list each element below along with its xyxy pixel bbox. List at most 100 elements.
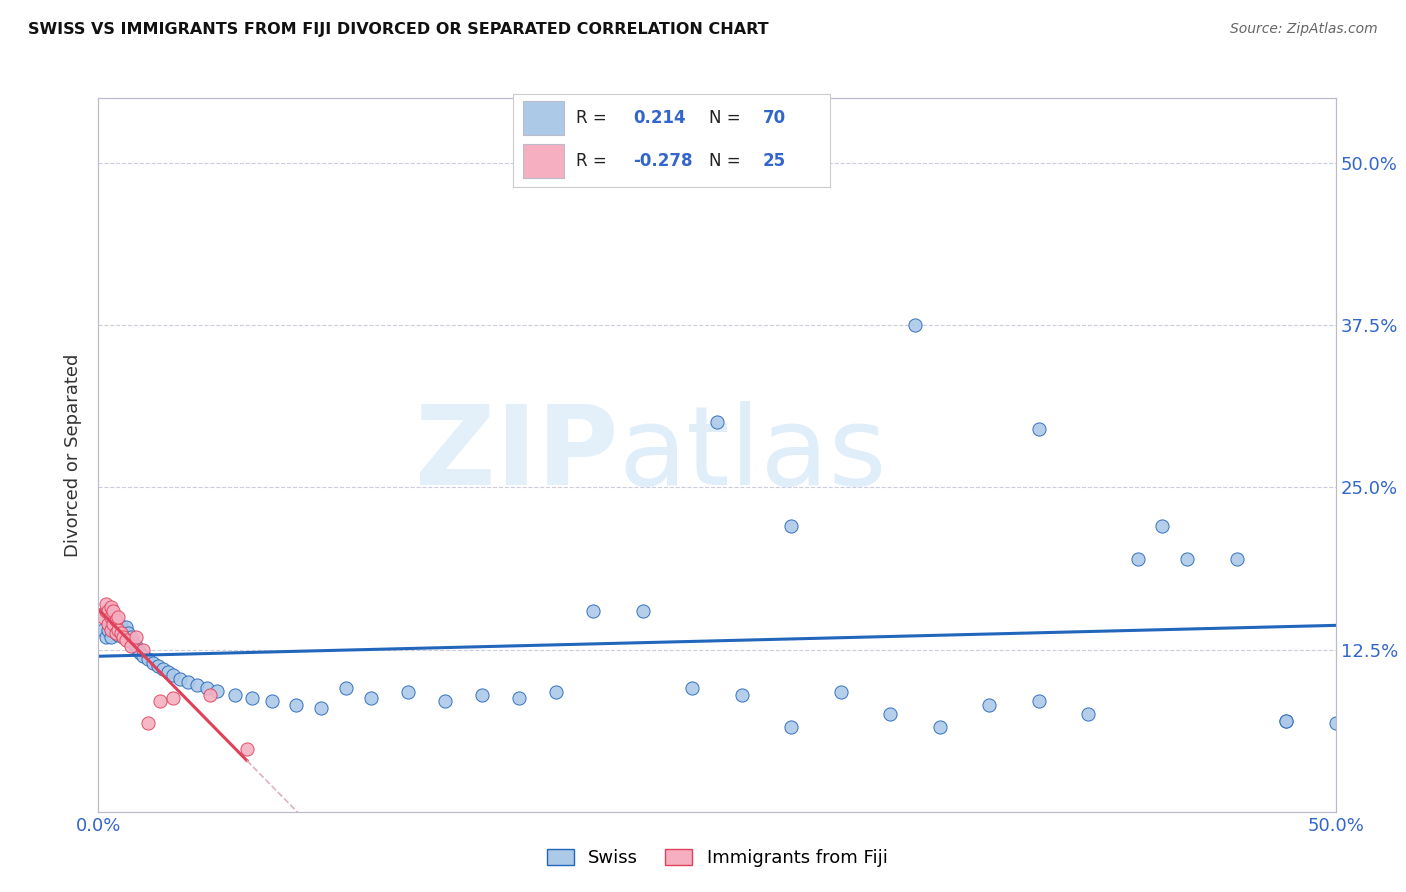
Point	[97, 604, 120, 618]
Point	[97, 616, 120, 631]
Point	[152, 662, 174, 676]
Point	[309, 701, 332, 715]
Point	[156, 665, 179, 679]
Point	[240, 690, 263, 705]
Point	[107, 610, 129, 624]
Point	[1226, 551, 1249, 566]
Point	[205, 684, 228, 698]
Point	[114, 620, 136, 634]
Point	[94, 604, 117, 618]
Point	[124, 630, 146, 644]
Point	[104, 625, 127, 640]
Text: atlas: atlas	[619, 401, 887, 508]
Point	[142, 656, 165, 670]
Point	[97, 623, 120, 637]
Text: 25: 25	[763, 153, 786, 170]
Point	[124, 639, 146, 653]
Text: N =: N =	[710, 153, 747, 170]
Point	[127, 642, 149, 657]
Point	[631, 604, 654, 618]
Point	[780, 519, 803, 533]
Point	[110, 625, 132, 640]
Point	[146, 659, 169, 673]
Point	[120, 630, 142, 644]
Point	[100, 623, 122, 637]
Point	[104, 625, 127, 640]
Point	[107, 623, 129, 637]
Point	[117, 625, 139, 640]
Point	[112, 630, 135, 644]
Point	[1275, 714, 1298, 728]
Point	[136, 651, 159, 665]
Point	[546, 685, 568, 699]
Point	[681, 681, 703, 696]
Point	[136, 716, 159, 731]
Point	[904, 318, 927, 333]
Point	[433, 694, 456, 708]
Point	[100, 616, 122, 631]
Point	[731, 688, 754, 702]
Point	[103, 616, 125, 631]
Point	[107, 628, 129, 642]
Point	[186, 677, 208, 691]
Point	[103, 616, 125, 631]
Point	[780, 720, 803, 734]
Point	[110, 619, 132, 633]
Point	[236, 742, 259, 756]
Point	[93, 610, 115, 624]
Point	[879, 707, 901, 722]
Point	[94, 630, 117, 644]
Point	[110, 625, 132, 640]
Point	[706, 416, 728, 430]
Point	[120, 639, 142, 653]
Point	[335, 681, 357, 696]
Text: 0.214: 0.214	[633, 109, 686, 127]
Point	[360, 690, 382, 705]
Point	[132, 642, 155, 657]
Point	[107, 623, 129, 637]
Text: Source: ZipAtlas.com: Source: ZipAtlas.com	[1230, 22, 1378, 37]
Point	[582, 604, 605, 618]
Point	[471, 688, 494, 702]
Point	[508, 690, 530, 705]
Point	[132, 648, 155, 663]
Text: SWISS VS IMMIGRANTS FROM FIJI DIVORCED OR SEPARATED CORRELATION CHART: SWISS VS IMMIGRANTS FROM FIJI DIVORCED O…	[28, 22, 769, 37]
Point	[100, 630, 122, 644]
Point	[1028, 422, 1050, 436]
Text: R =: R =	[576, 109, 613, 127]
Point	[112, 623, 135, 637]
Point	[149, 694, 172, 708]
Point	[830, 685, 852, 699]
Point	[1126, 551, 1149, 566]
Point	[198, 688, 221, 702]
Point	[285, 698, 308, 713]
Legend: Swiss, Immigrants from Fiji: Swiss, Immigrants from Fiji	[540, 841, 894, 874]
Point	[93, 623, 115, 637]
Text: R =: R =	[576, 153, 613, 170]
Point	[114, 627, 136, 641]
FancyBboxPatch shape	[523, 101, 564, 135]
Point	[100, 610, 122, 624]
Point	[103, 604, 125, 618]
Text: 70: 70	[763, 109, 786, 127]
Point	[224, 688, 246, 702]
Text: N =: N =	[710, 109, 747, 127]
Point	[112, 630, 135, 644]
Point	[94, 597, 117, 611]
Point	[104, 613, 127, 627]
Point	[117, 633, 139, 648]
Point	[979, 698, 1001, 713]
Point	[103, 623, 125, 637]
Point	[1028, 694, 1050, 708]
Point	[195, 681, 218, 696]
Point	[1324, 716, 1347, 731]
Point	[1275, 714, 1298, 728]
Point	[122, 636, 145, 650]
Point	[162, 690, 184, 705]
Point	[100, 599, 122, 614]
Text: ZIP: ZIP	[415, 401, 619, 508]
Point	[396, 685, 419, 699]
Text: -0.278: -0.278	[633, 153, 693, 170]
Point	[129, 647, 152, 661]
Point	[176, 675, 198, 690]
